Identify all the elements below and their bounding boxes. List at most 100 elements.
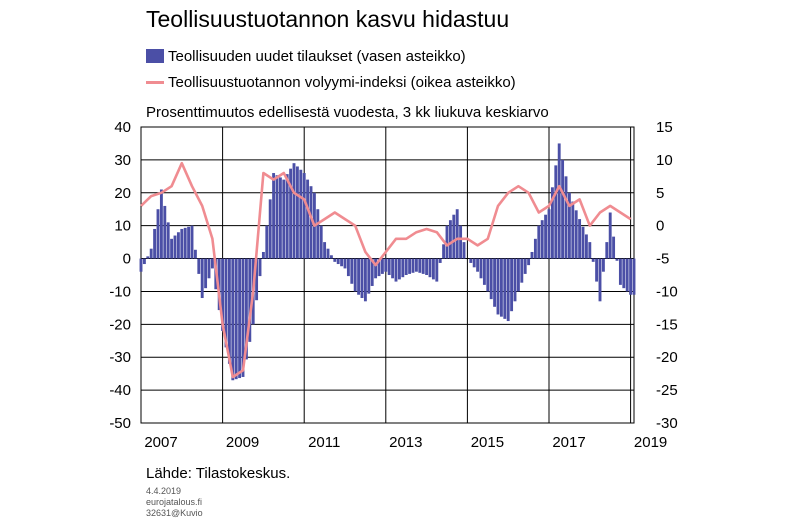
bar-mark [374, 258, 378, 279]
bar-mark [533, 238, 537, 259]
bar-mark [272, 173, 276, 259]
bar-mark [418, 258, 422, 273]
chart-title: Teollisuustuotannon kasvu hidastuu [146, 6, 510, 32]
y-left-tick-label: -30 [109, 349, 131, 366]
bar-mark [149, 248, 153, 259]
bar-mark [285, 174, 289, 259]
bar-mark [333, 258, 337, 262]
bar-mark [574, 210, 578, 259]
bar-mark [618, 258, 622, 285]
bar-mark [516, 258, 520, 292]
y-right-tick-label: 5 [656, 185, 664, 202]
legend-label-line: Teollisuustuotannon volyymi-indeksi (oik… [168, 73, 516, 91]
bar-mark [408, 258, 412, 274]
bar-mark [513, 258, 517, 302]
bar-mark [554, 165, 558, 259]
bar-mark [601, 258, 605, 272]
x-tick-label: 2011 [308, 434, 340, 451]
bar-mark [163, 205, 167, 259]
bar-mark [363, 258, 367, 302]
bar-mark [323, 242, 327, 259]
bar-mark [258, 258, 262, 277]
bar-mark [537, 225, 541, 259]
bar-mark [380, 258, 384, 274]
bar-mark [394, 258, 398, 282]
bar-mark [234, 258, 238, 380]
y-left-tick-label: -50 [109, 415, 131, 432]
bar-mark [142, 258, 146, 265]
bar-mark [612, 236, 616, 259]
bar-mark [197, 258, 201, 274]
bar-mark [472, 258, 476, 268]
bar-mark [489, 258, 493, 300]
bar-mark [353, 258, 357, 292]
bar-mark [190, 225, 194, 259]
y-left-tick-label: -40 [109, 382, 131, 399]
bar-mark [350, 258, 354, 284]
bar-mark [299, 169, 303, 259]
bar-mark [309, 186, 313, 259]
bar-mark [547, 209, 551, 259]
y-right-tick-label: -5 [656, 251, 669, 268]
bar-mark [632, 258, 636, 295]
bar-mark [329, 255, 333, 259]
bar-mark [340, 258, 344, 267]
bar-mark [496, 258, 500, 315]
bar-mark [183, 227, 187, 259]
bar-mark [442, 244, 446, 259]
bar-mark [510, 258, 514, 312]
bar-mark [292, 163, 296, 259]
bar-mark [503, 258, 507, 319]
bar-mark [275, 175, 279, 259]
bar-mark [210, 258, 214, 269]
y-left-tick-label: -10 [109, 283, 131, 300]
bar-mark [227, 258, 231, 364]
bar-mark [455, 209, 459, 259]
bar-mark [316, 209, 320, 259]
bar-mark [146, 256, 150, 259]
bar-mark [336, 258, 340, 265]
bar-mark [224, 258, 228, 348]
bar-mark [261, 251, 265, 259]
y-right-tick-label: 15 [656, 119, 673, 136]
bar-mark [506, 258, 510, 322]
bar-mark [204, 258, 208, 289]
footer-site: eurojatalous.fi [146, 497, 203, 507]
bar-mark [397, 258, 401, 280]
bar-mark [265, 225, 269, 259]
bar-mark [401, 258, 405, 278]
bar-mark [629, 258, 633, 295]
bar-mark [176, 232, 180, 259]
y-left-tick-label: 0 [123, 251, 131, 268]
bar-mark [622, 258, 626, 289]
bar-mark [452, 214, 456, 259]
bar-mark [173, 235, 177, 259]
line-series-path [140, 161, 632, 379]
bar-mark [459, 225, 463, 259]
bar-mark [255, 258, 259, 301]
legend-item-bars: Teollisuuden uudet tilaukset (vasen aste… [146, 46, 466, 66]
y-right-tick-label: -10 [656, 283, 678, 300]
bar-mark [584, 234, 588, 259]
bar-mark [268, 199, 272, 259]
bar-mark [153, 228, 157, 259]
bar-mark [493, 258, 497, 307]
x-tick-label: 2019 [634, 434, 667, 451]
bar-mark [187, 226, 191, 259]
bar-mark [595, 258, 599, 282]
y-left-tick-label: 30 [114, 152, 131, 169]
bar-mark [343, 258, 347, 269]
bar-mark [438, 258, 442, 263]
bar-mark [244, 258, 248, 360]
bar-mark [428, 258, 432, 278]
bar-mark [238, 258, 242, 379]
bar-mark [608, 212, 612, 259]
bar-mark [217, 258, 221, 311]
bar-mark [360, 258, 364, 299]
bar-mark [581, 226, 585, 259]
bar-mark [139, 258, 143, 272]
bar-mark [306, 179, 310, 259]
source-note: Lähde: Tilastokeskus. [146, 465, 291, 482]
bar-mark [564, 176, 568, 259]
